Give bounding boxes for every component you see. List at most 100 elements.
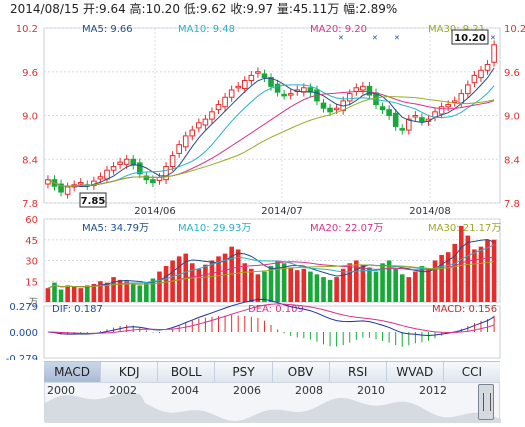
ex-right-marker: ✕ xyxy=(394,34,400,42)
volume-bar xyxy=(45,288,51,302)
tab-cci[interactable]: CCI xyxy=(461,365,483,379)
navigator-area xyxy=(45,392,501,423)
price-x-tick: 2014/07 xyxy=(261,206,303,217)
price-ma-line xyxy=(47,90,495,187)
volume-bar xyxy=(419,266,425,302)
volume-bar xyxy=(301,268,307,302)
volume-bar xyxy=(124,281,129,302)
candle-body xyxy=(346,93,353,102)
ex-right-marker: ✕ xyxy=(490,34,496,42)
price-y-tick-right: 8.4 xyxy=(504,155,520,166)
volume-bar xyxy=(380,263,385,302)
candle-body xyxy=(491,44,497,63)
candle-body xyxy=(150,179,156,184)
volume-bar xyxy=(130,284,136,302)
price-ma-label: MA5: 9.66 xyxy=(82,24,133,35)
volume-bar xyxy=(399,274,405,302)
volume-bar xyxy=(465,235,471,302)
timeline-navigator[interactable]: 2000 2002 2004 2006 2008 2010 2012 xyxy=(44,382,501,423)
tab-rsi[interactable]: RSI xyxy=(330,362,387,382)
candle-body xyxy=(360,85,366,91)
candle-body xyxy=(97,176,104,180)
macd-y-tick: -0.279 xyxy=(6,354,38,360)
navigator-year: 2002 xyxy=(109,384,137,397)
volume-bar xyxy=(432,260,438,302)
tab-psy[interactable]: PSY xyxy=(215,362,273,382)
candle-body xyxy=(182,135,189,148)
candle-body xyxy=(261,73,268,79)
candle-body xyxy=(281,93,287,97)
volume-bar xyxy=(189,263,195,302)
candle-body xyxy=(419,117,425,122)
volume-bar xyxy=(98,281,103,302)
price-x-tick: 2014/08 xyxy=(409,206,451,217)
volume-bar xyxy=(255,274,261,302)
price-ma-line xyxy=(47,96,495,187)
ex-right-marker: ✕ xyxy=(338,34,344,42)
volume-bar xyxy=(393,268,398,302)
volume-bar xyxy=(373,271,379,302)
candle-body xyxy=(104,169,110,180)
macd-dif-line xyxy=(47,298,495,336)
price-y-tick-right: 9.0 xyxy=(504,112,520,123)
candle-body xyxy=(268,77,274,87)
volume-bar xyxy=(235,249,241,302)
navigator-year: 2000 xyxy=(47,384,75,397)
candle-body xyxy=(235,85,242,89)
volume-bar xyxy=(327,279,333,302)
candle-body xyxy=(287,93,294,96)
price-y-tick-right: 10.2 xyxy=(504,24,525,35)
macd-label: MACD: 0.156 xyxy=(432,304,497,315)
price-y-tick: 10.2 xyxy=(16,24,38,35)
volume-bar xyxy=(137,285,143,302)
volume-bar xyxy=(52,282,57,302)
volume-bar xyxy=(281,263,287,302)
volume-y-tick: 30 xyxy=(25,257,38,268)
candle-body xyxy=(228,89,235,98)
candle-body xyxy=(209,111,215,120)
volume-bar xyxy=(157,271,162,302)
volume-bar xyxy=(203,264,208,302)
candle-body xyxy=(136,162,143,175)
navigator-handle[interactable] xyxy=(478,384,494,420)
navigator-year: 2008 xyxy=(295,384,323,397)
volume-bar xyxy=(386,260,392,302)
price-y-tick: 9.0 xyxy=(22,112,38,123)
volume-bar xyxy=(491,239,497,302)
stock-chart[interactable]: 10.2 10.2 9.6 9.6 9.0 9.0 8.4 8.4 7.8 7.8 2014/06 2… xyxy=(0,0,525,360)
indicator-tabs: MACD KDJ BOLL PSY OBV RSI WVAD CCI xyxy=(44,361,500,383)
candle-body xyxy=(169,155,176,168)
candle-body xyxy=(143,175,150,181)
volume-bar xyxy=(85,285,90,302)
price-ma-line xyxy=(47,84,495,187)
tab-wvad[interactable]: WVAD xyxy=(387,362,444,382)
price-x-tick: 2014/06 xyxy=(134,206,176,217)
candle-body xyxy=(333,107,340,111)
price-y-tick-right: 7.8 xyxy=(504,199,520,210)
volume-bar xyxy=(321,277,326,302)
volume-bar xyxy=(445,252,451,302)
macd-y-tick: 0.000 xyxy=(9,328,38,339)
volume-bar xyxy=(426,268,431,302)
tab-macd[interactable]: MACD xyxy=(44,362,102,382)
candle-body xyxy=(156,176,163,181)
volume-bar xyxy=(111,277,116,302)
volume-bar xyxy=(406,277,412,302)
candle-body xyxy=(379,106,386,111)
candle-body xyxy=(222,96,228,108)
volume-bar xyxy=(367,267,372,302)
navigator-year: 2010 xyxy=(357,384,385,397)
volume-bar xyxy=(314,274,320,302)
candle-body xyxy=(123,158,130,165)
volume-bar xyxy=(58,289,64,302)
volume-bar xyxy=(150,278,156,302)
candle-body xyxy=(386,109,392,116)
candle-body xyxy=(77,182,84,185)
tab-boll[interactable]: BOLL xyxy=(158,362,216,382)
volume-ma-label: MA20: 22.07万 xyxy=(310,223,383,234)
tab-kdj[interactable]: KDJ xyxy=(101,362,159,382)
tab-obv[interactable]: OBV xyxy=(273,362,330,382)
volume-bar xyxy=(334,277,339,302)
candle-body xyxy=(465,84,471,95)
candle-body xyxy=(215,104,222,111)
